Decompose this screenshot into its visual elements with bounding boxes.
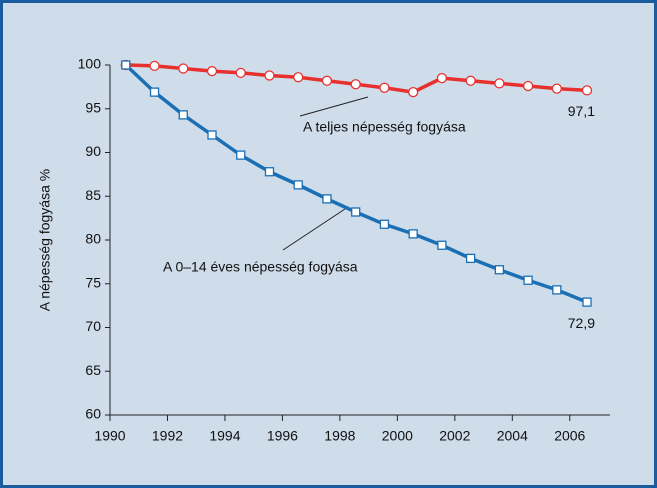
series-label: A 0–14 éves népesség fogyása: [163, 259, 358, 275]
value-label: 97,1: [568, 103, 595, 119]
y-tick-label: 75: [85, 274, 101, 290]
point-marker: [379, 82, 390, 93]
point-marker: [551, 83, 562, 94]
y-tick-label: 85: [85, 187, 101, 203]
point-marker: [264, 70, 275, 81]
point-marker: [494, 265, 505, 275]
y-tick-label: 65: [85, 362, 101, 378]
point-marker: [178, 110, 188, 120]
leader-line: [299, 96, 369, 117]
point-marker: [178, 63, 189, 74]
x-tick-label: 2004: [497, 428, 528, 444]
y-tick-label: 70: [85, 318, 101, 334]
point-marker: [523, 275, 533, 285]
y-tick-label: 90: [85, 143, 101, 159]
point-marker: [207, 130, 217, 140]
series-label: A teljes népesség fogyása: [303, 119, 466, 135]
x-tick-label: 1998: [324, 428, 355, 444]
point-marker: [350, 79, 361, 90]
point-marker: [465, 75, 476, 86]
y-tick-label: 60: [85, 406, 101, 422]
point-marker: [522, 80, 534, 92]
x-tick-label: 1992: [152, 428, 183, 444]
x-tick-label: 2006: [554, 428, 585, 444]
point-marker: [264, 167, 275, 177]
point-marker: [581, 85, 593, 96]
y-tick-label: 100: [78, 56, 102, 72]
point-marker: [121, 60, 131, 70]
point-marker: [465, 253, 476, 264]
x-tick-label: 1996: [267, 428, 298, 444]
x-tick-label: 2002: [439, 428, 470, 444]
point-marker: [351, 207, 361, 217]
point-marker: [494, 78, 505, 89]
x-tick-label: 1994: [209, 428, 240, 444]
point-marker: [235, 67, 246, 79]
point-marker: [321, 75, 333, 86]
point-marker: [293, 180, 303, 190]
point-marker: [582, 297, 592, 307]
point-marker: [379, 219, 390, 229]
point-marker: [408, 229, 418, 239]
point-marker: [236, 150, 246, 160]
point-marker: [437, 240, 447, 250]
x-tick-label: 2000: [382, 428, 413, 444]
leader-line: [282, 208, 346, 251]
point-marker: [149, 60, 160, 72]
point-marker: [293, 72, 304, 83]
point-marker: [322, 194, 332, 204]
x-tick-label: 1990: [94, 428, 125, 444]
point-marker: [149, 87, 160, 97]
point-marker: [436, 72, 448, 84]
y-axis-label: A népesség fogyása %: [37, 169, 53, 311]
y-tick-label: 80: [85, 231, 101, 247]
point-marker: [552, 285, 562, 295]
point-marker: [206, 65, 218, 77]
point-marker: [408, 86, 419, 98]
y-tick-label: 95: [85, 99, 101, 115]
value-label: 72,9: [568, 315, 595, 331]
